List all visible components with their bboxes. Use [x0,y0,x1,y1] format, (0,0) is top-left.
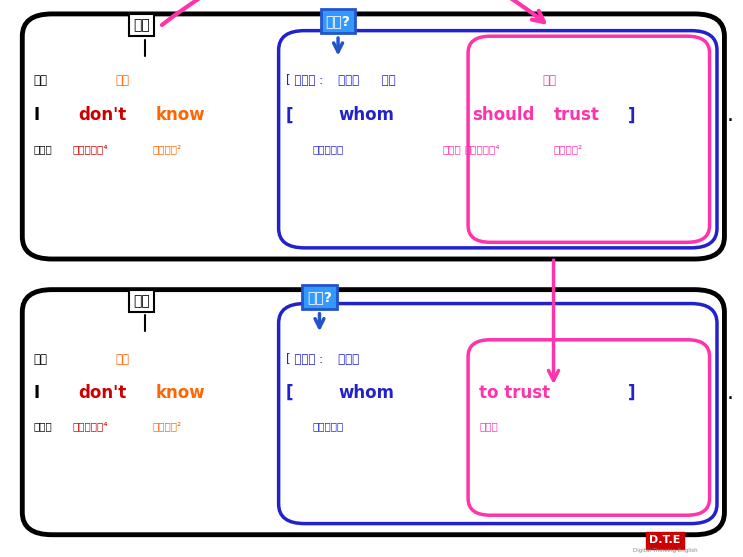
Text: I: I [33,384,39,402]
FancyBboxPatch shape [279,304,717,524]
Text: 주절: 주절 [133,294,149,331]
FancyBboxPatch shape [468,36,710,242]
Text: 정형조동사⁴: 정형조동사⁴ [73,144,108,154]
Text: 주어: 주어 [33,74,48,87]
Text: whom: whom [338,106,394,124]
Text: 의문대명사: 의문대명사 [312,421,343,431]
Text: 대명사: 대명사 [442,144,461,154]
FancyBboxPatch shape [22,14,724,259]
Text: don't: don't [78,384,126,402]
Text: Digital Thinking English: Digital Thinking English [633,548,697,553]
Text: trust: trust [554,106,600,124]
Text: 동사: 동사 [542,74,557,87]
Text: .: . [726,105,733,125]
Text: D.T.E: D.T.E [649,535,681,545]
Text: 무엙?: 무엙? [307,290,332,304]
Text: to trust: to trust [479,384,551,402]
Text: 동사원형²: 동사원형² [152,421,181,431]
FancyBboxPatch shape [22,290,724,535]
Text: 대명사: 대명사 [33,144,52,154]
Text: don't: don't [78,106,126,124]
Text: 명사구: 명사구 [479,421,498,431]
Text: 동사원형²: 동사원형² [152,144,181,154]
Text: should: should [472,106,534,124]
Text: know: know [156,106,206,124]
Text: [: [ [286,384,293,402]
Text: [: [ [286,106,293,124]
Text: 정형조동사⁴: 정형조동사⁴ [464,144,500,154]
Text: 의문대명사: 의문대명사 [312,144,343,154]
Text: 동사: 동사 [115,353,129,366]
Text: 대명사: 대명사 [33,421,52,431]
Text: know: know [156,384,206,402]
Text: 정형조동사⁴: 정형조동사⁴ [73,421,108,431]
Text: 주어: 주어 [33,353,48,366]
FancyBboxPatch shape [468,340,710,515]
Text: ]: ] [628,384,635,402]
Text: whom: whom [338,384,394,402]
Text: 동사: 동사 [115,74,129,87]
Text: .: . [726,383,733,403]
Text: [ 명사구 :    목적어: [ 명사구 : 목적어 [286,353,359,366]
Text: 주절: 주절 [133,18,149,56]
FancyBboxPatch shape [279,31,717,248]
Text: [ 명사절 :    목적어      주어: [ 명사절 : 목적어 주어 [286,74,396,87]
Text: 무엙?: 무엙? [325,14,351,28]
Text: 동사원형²: 동사원형² [554,144,583,154]
Text: I: I [33,106,39,124]
Text: ]: ] [628,106,635,124]
